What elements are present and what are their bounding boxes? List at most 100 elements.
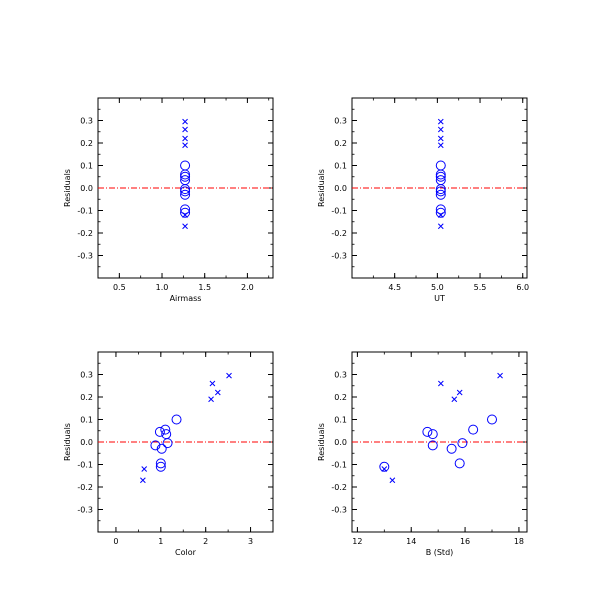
cross-marker (141, 466, 148, 472)
y-tick-label: 0.3 (80, 117, 93, 126)
cross-marker (437, 142, 444, 149)
y-tick-label: 0.3 (334, 117, 347, 126)
y-tick-label: 0.2 (80, 139, 93, 148)
x-axis-label: Airmass (170, 294, 202, 303)
cross-marker (209, 380, 216, 387)
y-tick-label: 0.2 (80, 393, 93, 402)
y-tick-label: -0.1 (331, 207, 347, 216)
circle-marker (379, 461, 390, 472)
x-tick-label: 2 (203, 537, 208, 546)
circle-marker (180, 186, 191, 197)
cross-marker (214, 389, 221, 396)
circle-marker (435, 204, 446, 215)
circle-marker (180, 207, 191, 218)
y-tick-label: -0.2 (77, 483, 93, 492)
circle-marker (162, 438, 173, 449)
x-tick-label: 6.0 (516, 283, 529, 292)
circle-marker (180, 189, 191, 200)
circle-marker (180, 184, 191, 195)
cross-marker (182, 135, 188, 142)
y-tick-label: 0.1 (80, 416, 93, 425)
circle-marker (171, 414, 182, 425)
cross-marker (437, 126, 444, 133)
cross-marker (437, 223, 444, 230)
cross-marker (456, 389, 463, 396)
y-tick-label: -0.3 (331, 252, 347, 261)
circle-marker (435, 169, 446, 180)
cross-marker (437, 380, 444, 387)
circle-marker (427, 429, 438, 440)
circle-marker (487, 414, 497, 425)
y-tick-label: 0.3 (334, 371, 347, 380)
residual-panel-2: -0.3 -0.2 -0.1 0.0 0.1 0.2 0.3 4.5 5.0 5.5 6.0 UT Re… (317, 97, 529, 303)
circle-marker (427, 440, 438, 451)
y-axis-label: Residuals (63, 423, 72, 461)
cross-marker (437, 135, 444, 142)
circle-marker (180, 169, 191, 180)
cross-marker (182, 126, 188, 133)
y-tick-label: 0.0 (80, 438, 93, 447)
circle-marker (435, 160, 446, 171)
y-axis-label: Residuals (317, 423, 326, 461)
cross-marker (437, 118, 444, 125)
circle-marker (446, 443, 457, 454)
cross-marker (140, 477, 146, 484)
x-tick-label: 5.0 (431, 283, 444, 292)
circle-marker (435, 184, 446, 195)
x-tick-label: 18 (514, 537, 524, 546)
y-tick-label: -0.2 (77, 229, 93, 238)
x-tick-label: 0.5 (113, 283, 126, 292)
x-tick-label: 1.5 (198, 283, 211, 292)
x-tick-label: 3 (248, 537, 253, 546)
y-tick-label: -0.3 (331, 506, 347, 515)
y-tick-label: 0.2 (334, 393, 347, 402)
cross-marker (208, 396, 214, 403)
y-tick-label: -0.3 (77, 506, 93, 515)
residual-panel-4: -0.3 -0.2 -0.1 0.0 0.1 0.2 0.3 12 14 16 18 B (Std) R… (317, 351, 528, 557)
circle-marker (155, 461, 166, 472)
y-tick-label: -0.1 (77, 461, 93, 470)
x-axis-label: Color (175, 548, 197, 557)
circle-marker (180, 204, 191, 215)
cross-marker (389, 477, 396, 484)
x-tick-label: 16 (460, 537, 470, 546)
circle-marker (435, 207, 446, 218)
x-tick-label: 5.5 (474, 283, 487, 292)
circle-marker (422, 426, 433, 437)
x-axis-label: B (Std) (426, 548, 454, 557)
cross-marker (437, 212, 444, 218)
cross-marker (451, 396, 458, 403)
y-tick-label: -0.1 (77, 207, 93, 216)
cross-marker (182, 142, 188, 149)
cross-marker (182, 212, 188, 218)
y-tick-label: -0.1 (331, 461, 347, 470)
circle-marker (454, 458, 465, 469)
x-axis-label: UT (434, 294, 445, 303)
y-tick-label: 0.3 (80, 371, 93, 380)
circle-marker (154, 426, 165, 437)
circle-marker (468, 424, 479, 435)
x-tick-label: 1 (158, 537, 163, 546)
y-axis-label: Residuals (317, 169, 326, 207)
y-axis-label: Residuals (63, 169, 72, 207)
circle-marker (457, 438, 468, 449)
y-tick-label: 0.0 (334, 438, 347, 447)
circle-marker (156, 443, 167, 454)
x-tick-label: 2.0 (241, 283, 254, 292)
cross-marker (226, 372, 232, 379)
x-tick-label: 4.5 (388, 283, 401, 292)
circle-marker (435, 186, 446, 197)
x-tick-label: 0 (113, 537, 118, 546)
circle-marker (435, 171, 446, 182)
residual-panel-3: -0.3 -0.2 -0.1 0.0 0.1 0.2 0.3 0 1 2 3 Color Residua… (63, 351, 274, 557)
circle-marker (155, 458, 166, 469)
y-tick-label: -0.2 (331, 483, 347, 492)
cross-marker (182, 223, 188, 230)
circle-marker (180, 171, 191, 182)
y-tick-label: 0.0 (334, 184, 347, 193)
y-tick-label: 0.0 (80, 184, 93, 193)
x-tick-label: 1.0 (156, 283, 169, 292)
x-tick-label: 12 (352, 537, 362, 546)
